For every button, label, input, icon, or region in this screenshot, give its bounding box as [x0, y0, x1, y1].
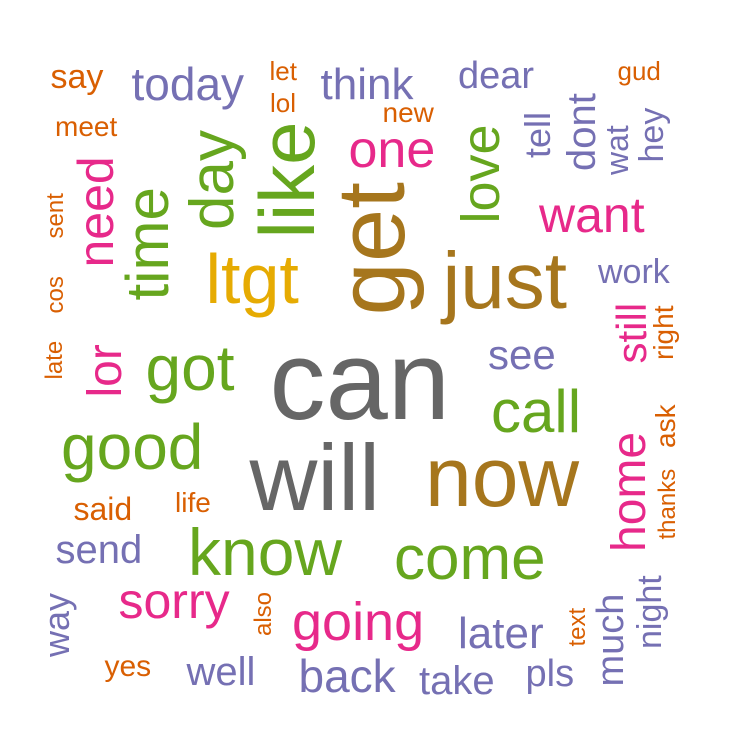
word-come: come	[394, 524, 546, 593]
word-think: think	[320, 60, 414, 109]
word-one: one	[348, 121, 436, 179]
word-good: good	[61, 411, 204, 483]
word-meet: meet	[55, 111, 118, 142]
word-sorry: sorry	[118, 573, 230, 629]
word-send: send	[55, 528, 143, 572]
word-late: late	[41, 340, 68, 380]
word-lor: lor	[79, 344, 132, 398]
word-much: much	[590, 593, 632, 687]
word-still: still	[608, 302, 655, 364]
word-time: time	[114, 187, 181, 301]
word-back: back	[298, 650, 396, 702]
word-going: going	[292, 592, 425, 652]
word-today: today	[131, 58, 245, 110]
word-right: right	[648, 305, 679, 360]
word-lol: lol	[270, 88, 297, 118]
word-thanks: thanks	[654, 468, 681, 540]
word-hey: hey	[633, 107, 671, 163]
word-gud: gud	[617, 56, 661, 86]
word-let: let	[269, 56, 297, 86]
word-can: can	[269, 318, 451, 443]
word-yes: yes	[104, 650, 152, 683]
word-also: also	[250, 591, 277, 636]
word-sent: sent	[42, 193, 69, 239]
word-home: home	[603, 431, 656, 552]
word-like: like	[243, 121, 331, 239]
word-life: life	[175, 487, 211, 518]
word-way: way	[36, 592, 77, 657]
word-love: love	[451, 124, 511, 224]
word-well: well	[186, 650, 256, 694]
word-just: just	[442, 236, 568, 325]
word-dont: dont	[560, 93, 604, 171]
word-new: new	[382, 97, 434, 128]
word-get: get	[318, 182, 425, 316]
word-got: got	[145, 332, 235, 404]
word-work: work	[598, 253, 670, 291]
word-pls: pls	[525, 653, 575, 695]
word-ask: ask	[650, 404, 681, 448]
word-ltgt: ltgt	[205, 240, 299, 318]
word-night: night	[631, 575, 669, 649]
word-say: say	[50, 58, 104, 96]
word-need: need	[68, 156, 124, 268]
word-dear: dear	[458, 55, 535, 97]
word-call: call	[491, 378, 582, 445]
word-cos: cos	[42, 276, 69, 314]
word-tell: tell	[517, 111, 558, 158]
word-will: will	[249, 425, 381, 530]
word-said: said	[73, 491, 133, 527]
word-take: take	[419, 659, 495, 703]
word-wat: wat	[599, 125, 635, 175]
word-now: now	[425, 430, 580, 524]
word-see: see	[488, 331, 556, 378]
word-know: know	[188, 515, 343, 589]
word-want: want	[539, 187, 645, 243]
word-text: text	[564, 607, 591, 647]
word-day: day	[178, 130, 247, 230]
word-later: later	[458, 609, 544, 658]
